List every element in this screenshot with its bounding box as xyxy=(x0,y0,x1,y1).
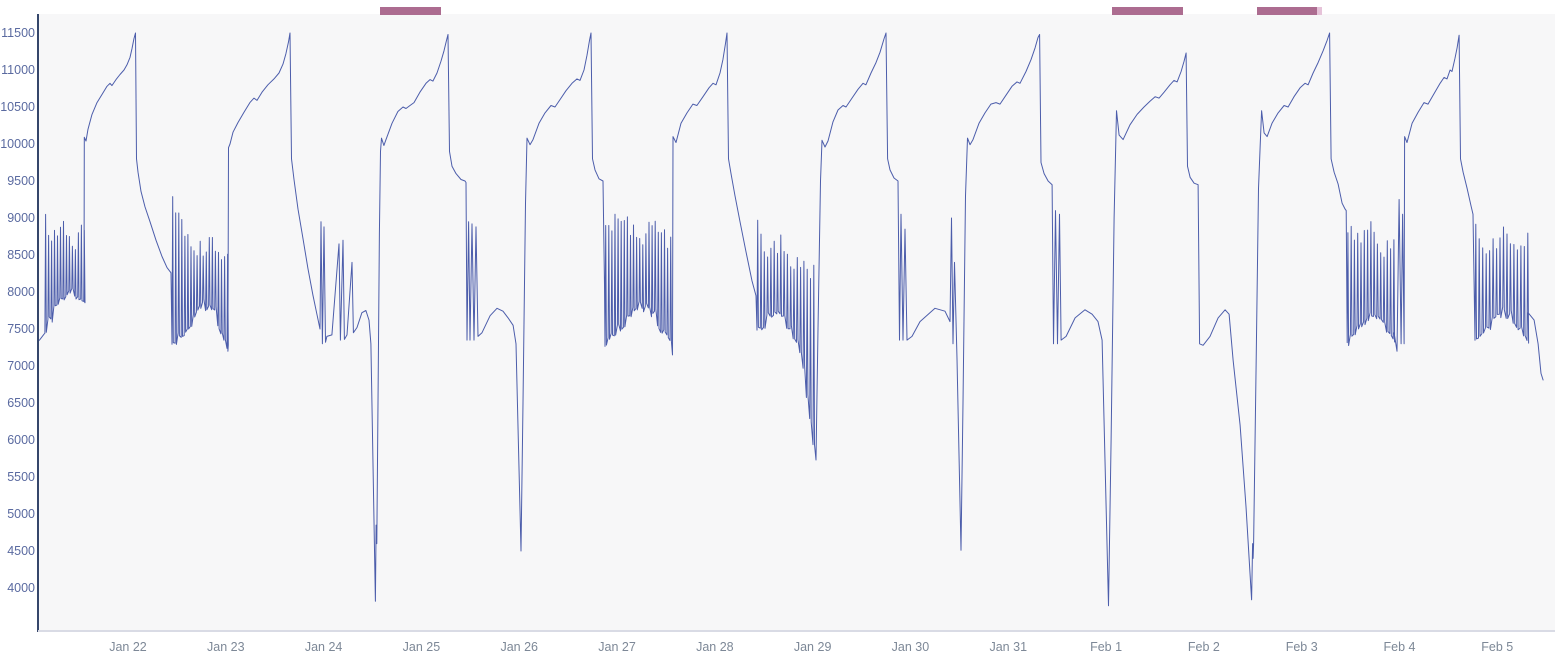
y-tick-label: 7500 xyxy=(7,321,35,336)
y-tick-label: 9500 xyxy=(7,174,35,188)
y-tick-label: 5500 xyxy=(7,469,35,484)
x-tick-label: Jan 25 xyxy=(402,640,441,654)
x-tick-label: Jan 23 xyxy=(207,640,245,654)
series-line xyxy=(37,32,1544,607)
x-tick-label: Jan 22 xyxy=(109,640,147,654)
y-tick-label: 6000 xyxy=(7,432,35,447)
x-tick-label: Feb 5 xyxy=(1481,640,1514,654)
y-tick-label: 7000 xyxy=(7,358,35,373)
event-annotation-bar xyxy=(1112,7,1184,15)
y-tick-label: 5000 xyxy=(7,506,35,521)
y-tick-label: 10000 xyxy=(0,137,35,151)
y-tick-label: 8000 xyxy=(7,284,35,299)
event-annotation-bar xyxy=(1317,7,1323,15)
x-tick-label: Jan 31 xyxy=(989,640,1028,654)
x-tick-label: Feb 4 xyxy=(1383,640,1416,654)
event-annotation-bar xyxy=(1257,7,1318,15)
x-tick-label: Jan 27 xyxy=(598,640,636,654)
y-tick-label: 8500 xyxy=(7,247,35,262)
y-tick-label: 11500 xyxy=(1,26,35,41)
x-tick-label: Jan 24 xyxy=(304,640,343,654)
x-tick-label: Jan 28 xyxy=(696,640,734,654)
x-tick-label: Jan 26 xyxy=(500,640,538,654)
x-tick-label: Feb 1 xyxy=(1090,640,1123,654)
y-tick-label: 4000 xyxy=(7,580,35,595)
y-tick-label: 6500 xyxy=(7,395,35,410)
y-tick-label: 9000 xyxy=(7,211,35,225)
x-tick-label: Feb 3 xyxy=(1285,640,1318,654)
x-tick-label: Feb 2 xyxy=(1187,640,1220,654)
event-annotation-bar xyxy=(380,7,441,15)
x-tick-label: Jan 29 xyxy=(793,640,832,654)
y-tick-label: 10500 xyxy=(0,100,35,114)
y-tick-label: 4500 xyxy=(7,543,35,558)
y-tick-label: 11000 xyxy=(1,63,35,77)
x-tick-label: Jan 30 xyxy=(891,640,930,654)
